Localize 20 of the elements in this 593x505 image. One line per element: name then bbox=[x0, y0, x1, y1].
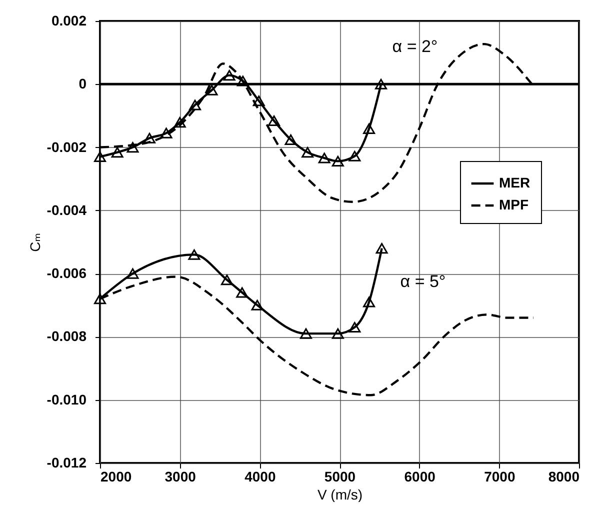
legend-label: MPF bbox=[499, 196, 529, 212]
y-tick-label: -0.008 bbox=[46, 328, 87, 344]
y-tick-label: -0.002 bbox=[46, 138, 87, 155]
y-tick-label: 0.002 bbox=[51, 12, 87, 28]
y-tick-label: -0.012 bbox=[46, 454, 87, 470]
annotation: α = 5° bbox=[400, 272, 446, 291]
y-tick-label: -0.004 bbox=[46, 202, 87, 218]
x-tick-label: 8000 bbox=[548, 468, 580, 484]
x-tick-label: 7000 bbox=[484, 468, 516, 484]
legend-label: MER bbox=[499, 174, 530, 190]
x-tick-label: 6000 bbox=[404, 468, 436, 484]
y-tick-label: -0.010 bbox=[46, 391, 87, 408]
y-tick-label: 0 bbox=[78, 76, 87, 92]
x-tick-label: 4000 bbox=[244, 468, 276, 484]
y-tick-label: -0.006 bbox=[46, 265, 87, 282]
x-tick-label: 2000 bbox=[100, 468, 132, 484]
x-tick-label: 5000 bbox=[324, 468, 356, 484]
annotation: α = 2° bbox=[392, 37, 438, 56]
x-tick-label: 3000 bbox=[164, 468, 196, 484]
y-axis-title: Cₘ bbox=[26, 233, 43, 252]
